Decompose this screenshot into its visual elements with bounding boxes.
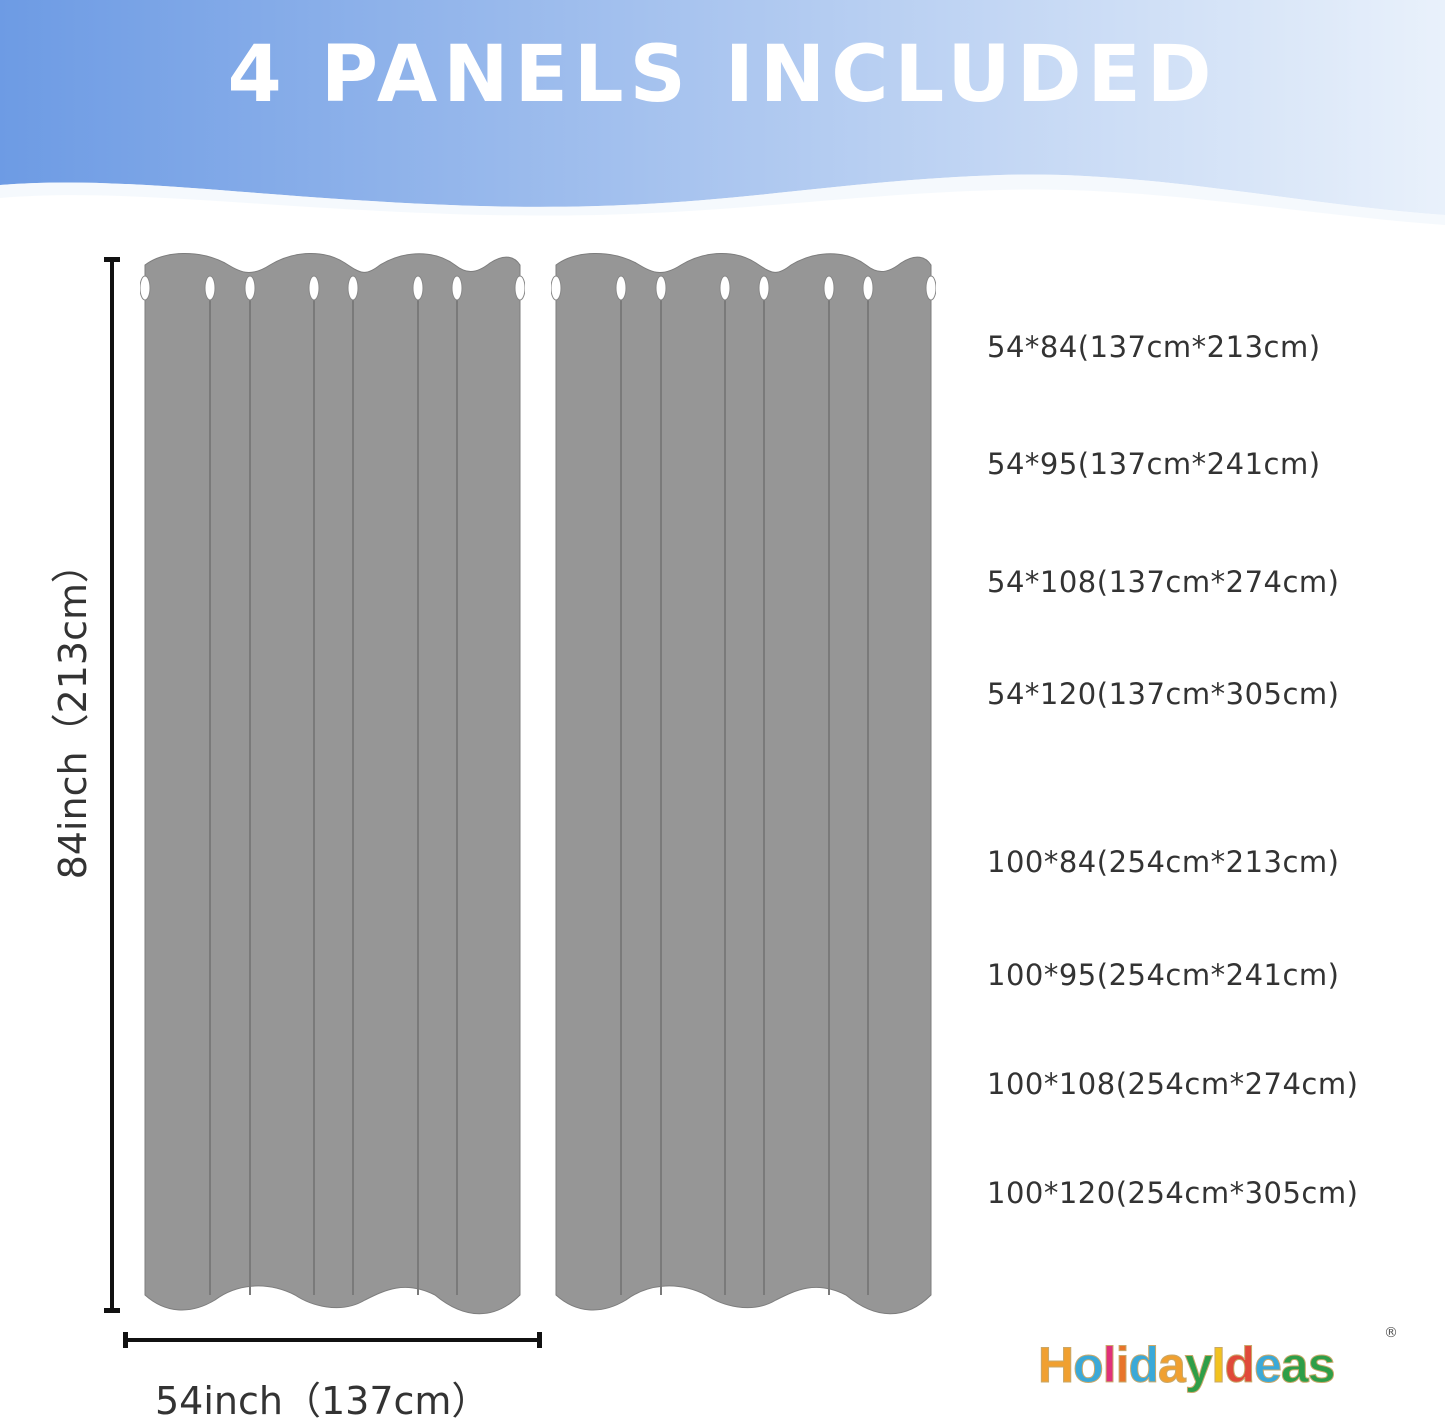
brand-logo: HolidayIdeas [1037, 1337, 1336, 1393]
height-label: 84inch（213cm） [51, 545, 95, 880]
size-option: 54*120(137cm*305cm) [987, 677, 1340, 711]
logo-letter: H [1037, 1337, 1074, 1393]
grommet [412, 275, 424, 301]
grommet [823, 275, 835, 301]
height-dimension-line [110, 258, 114, 1312]
width-line-cap [537, 1332, 542, 1348]
grommet [139, 275, 151, 301]
header-banner: 4 PANELS INCLUDED [0, 0, 1445, 230]
page-title: 4 PANELS INCLUDED [227, 30, 1218, 120]
logo-letter: d [1128, 1337, 1160, 1393]
size-option: 100*120(254cm*305cm) [987, 1176, 1359, 1210]
curtain-panel-left [139, 245, 526, 1324]
grommet [514, 275, 526, 301]
grommet [758, 275, 770, 301]
logo-letter: l [1102, 1337, 1117, 1393]
size-option: 54*108(137cm*274cm) [987, 565, 1340, 599]
header-background [0, 0, 1445, 225]
grommet [204, 275, 216, 301]
logo-letter: o [1073, 1337, 1105, 1393]
grommet [862, 275, 874, 301]
grommet [719, 275, 731, 301]
size-option: 54*84(137cm*213cm) [987, 330, 1321, 364]
grommet [615, 275, 627, 301]
size-option: 100*84(254cm*213cm) [987, 845, 1340, 879]
grommet [655, 275, 667, 301]
logo-letter: d [1224, 1337, 1256, 1393]
logo-letter: e [1254, 1337, 1283, 1393]
logo-letter: a [1280, 1337, 1309, 1393]
grommet [244, 275, 256, 301]
curtain-panel-right [550, 245, 937, 1324]
registered-mark: ® [1384, 1325, 1398, 1341]
width-dimension-line [125, 1338, 540, 1342]
grommet [308, 275, 320, 301]
logo-letter: i [1115, 1337, 1130, 1393]
size-option: 100*95(254cm*241cm) [987, 958, 1340, 992]
height-line-cap [104, 1308, 120, 1313]
logo-letter: I [1211, 1337, 1226, 1393]
grommet [550, 275, 562, 301]
size-option: 100*108(254cm*274cm) [987, 1067, 1359, 1101]
curtain-drawing [550, 253, 937, 1315]
curtain-fabric [555, 253, 932, 1315]
curtain-drawing [139, 253, 526, 1315]
grommet [925, 275, 937, 301]
grommet [347, 275, 359, 301]
logo-letter: y [1184, 1337, 1213, 1393]
width-line-cap [123, 1332, 128, 1348]
height-line-cap [104, 257, 120, 262]
width-label: 54inch（137cm） [155, 1379, 490, 1423]
logo-letter: s [1307, 1337, 1336, 1393]
size-option: 54*95(137cm*241cm) [987, 447, 1321, 481]
grommet [451, 275, 463, 301]
curtain-fabric [144, 253, 521, 1315]
logo-letter: a [1158, 1337, 1187, 1393]
